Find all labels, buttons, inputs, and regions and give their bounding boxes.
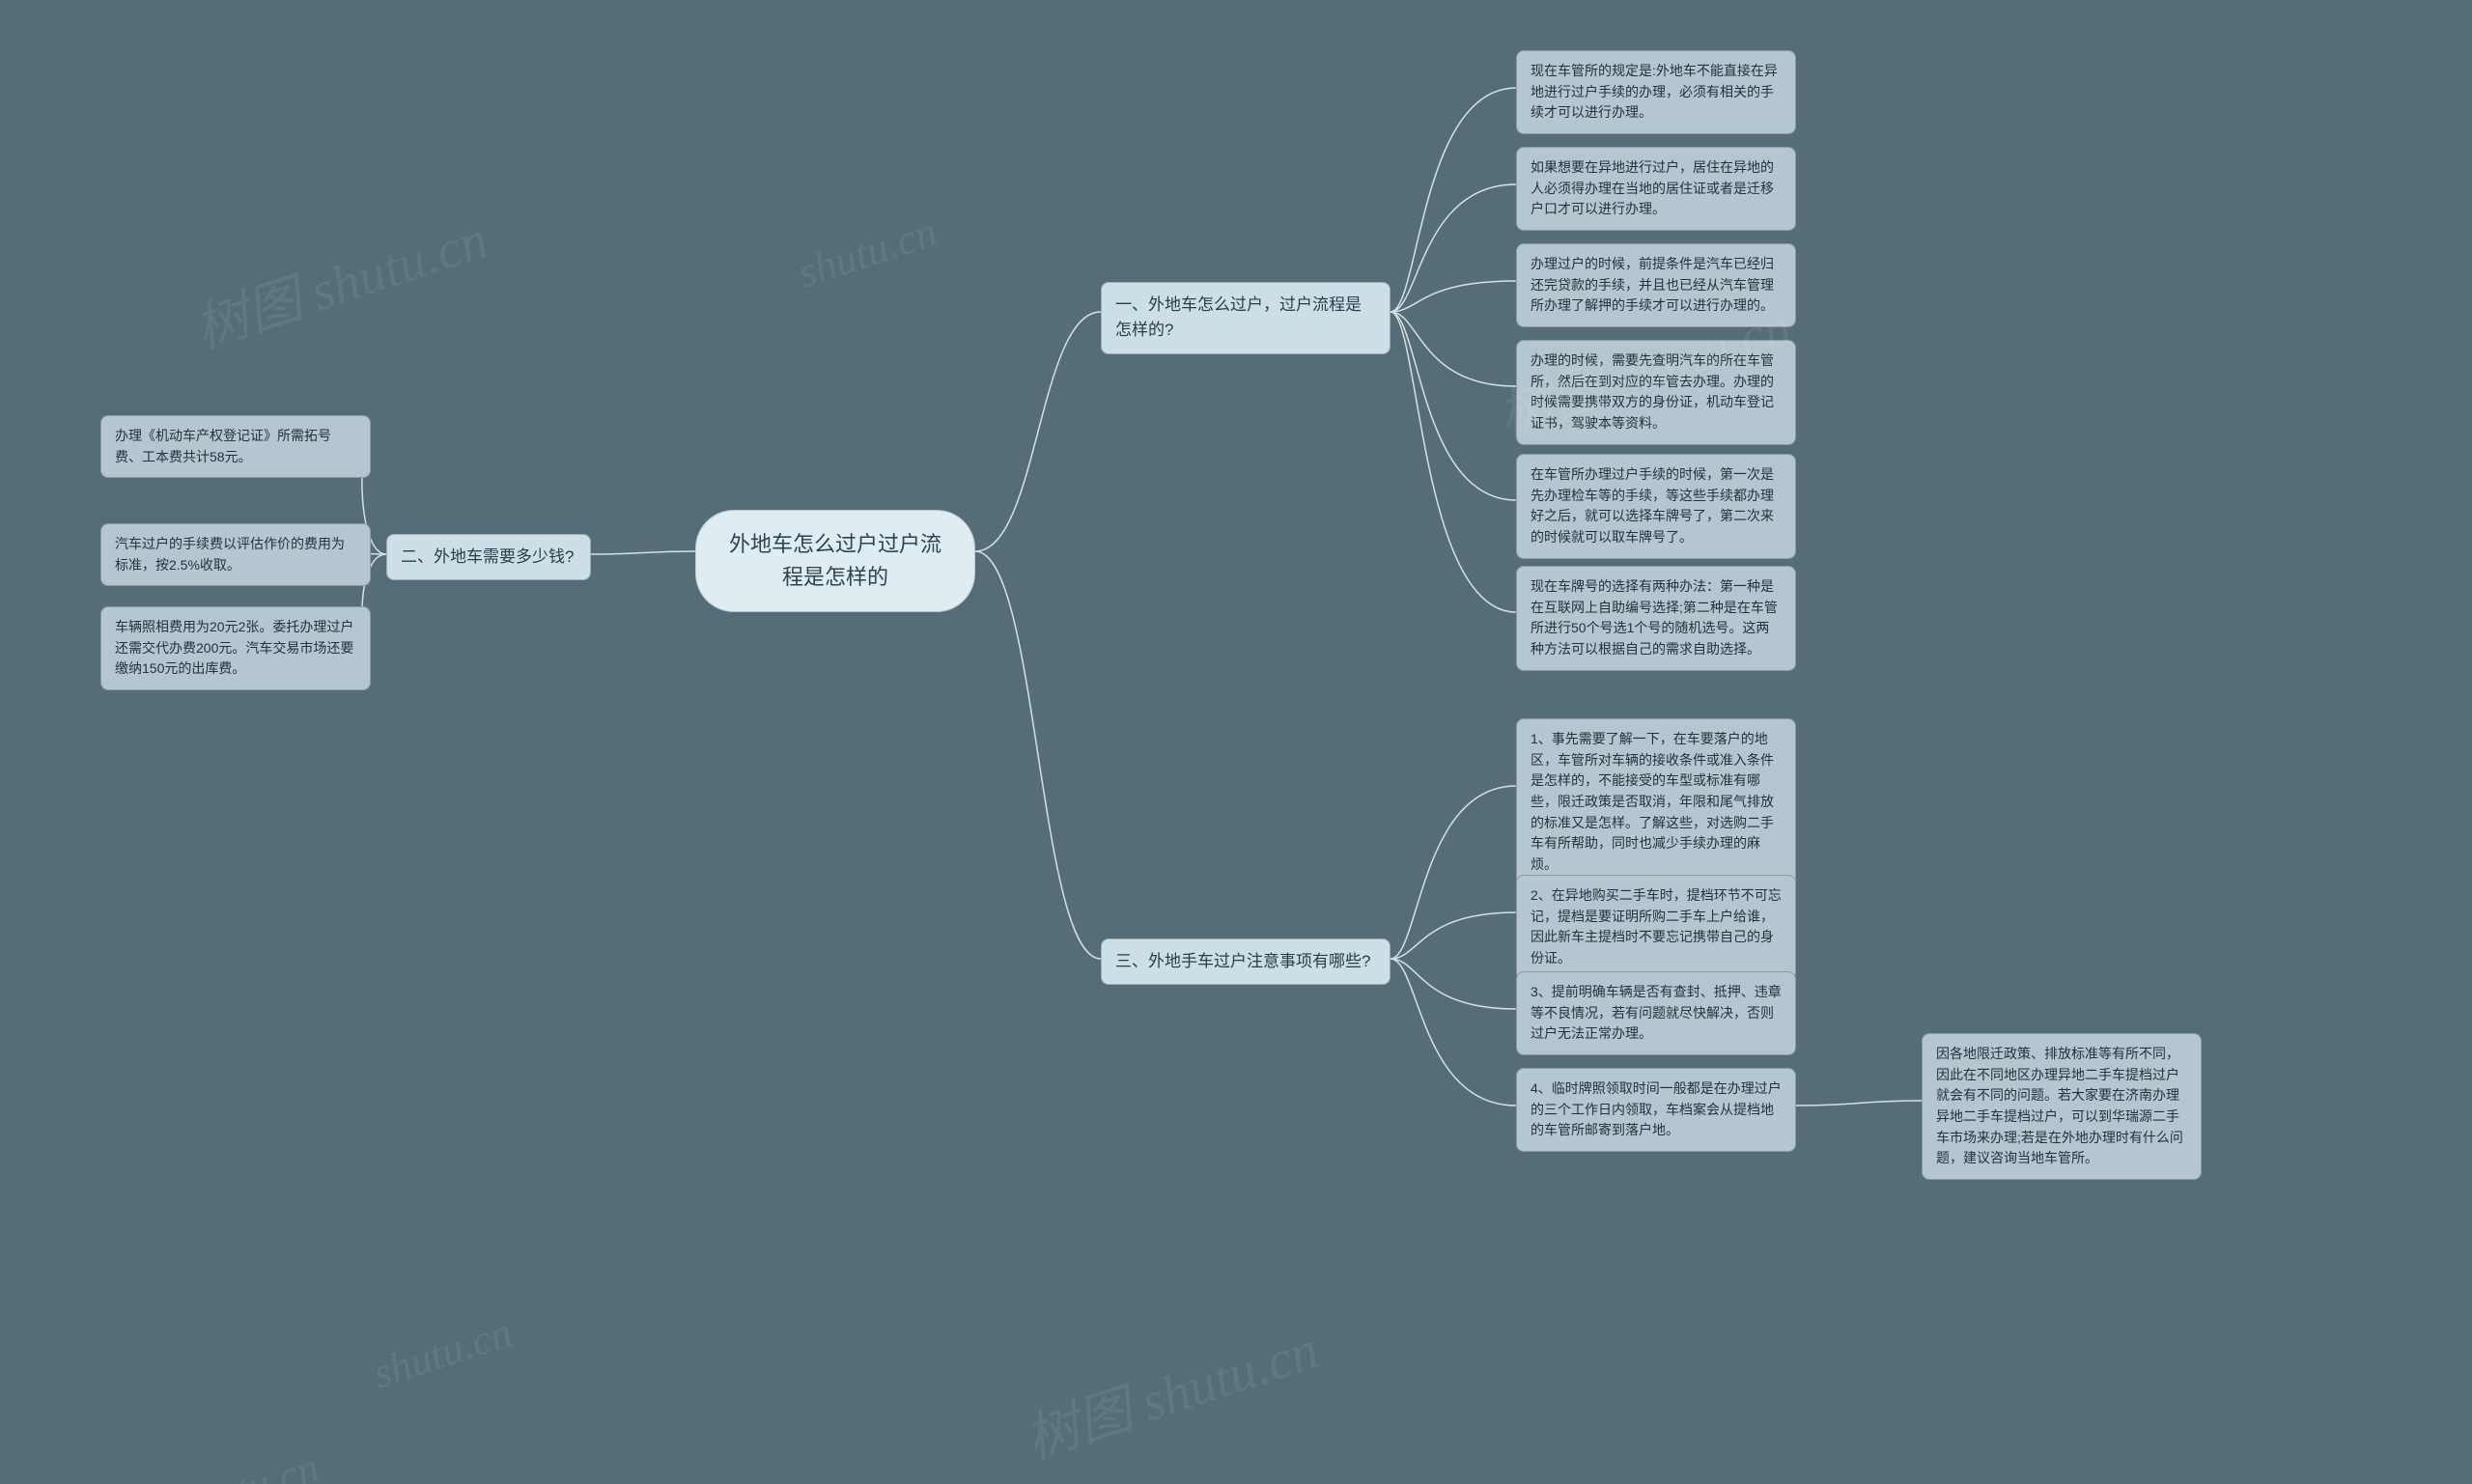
- mindmap-node: 办理的时候，需要先查明汽车的所在车管所，然后在到对应的车管去办理。办理的时候需要…: [1516, 340, 1796, 445]
- mindmap-node: 二、外地车需要多少钱?: [386, 534, 591, 580]
- watermark: 树图 shutu.cn: [1014, 1306, 1327, 1474]
- mindmap-node: 4、临时牌照领取时间一般都是在办理过户的三个工作日内领取，车档案会从提档地的车管…: [1516, 1068, 1796, 1152]
- watermark: shutu.cn: [174, 1442, 324, 1484]
- mindmap-node: 现在车牌号的选择有两种办法：第一种是在互联网上自助编号选择;第二种是在车管所进行…: [1516, 566, 1796, 671]
- mindmap-node: 2、在异地购买二手车时，提档环节不可忘记，提档是要证明所购二手车上户给谁，因此新…: [1516, 875, 1796, 980]
- mindmap-node: 现在车管所的规定是:外地车不能直接在异地进行过户手续的办理，必须有相关的手续才可…: [1516, 50, 1796, 134]
- watermark: shutu.cn: [367, 1307, 518, 1398]
- mindmap-node: 办理过户的时候，前提条件是汽车已经归还完贷款的手续，并且也已经从汽车管理所办理了…: [1516, 243, 1796, 327]
- mindmap-node: 三、外地手车过户注意事项有哪些?: [1101, 938, 1390, 985]
- mindmap-node: 3、提前明确车辆是否有查封、抵押、违章等不良情况，若有问题就尽快解决，否则过户无…: [1516, 971, 1796, 1055]
- watermark: 树图 shutu.cn: [183, 196, 496, 364]
- mindmap-node: 如果想要在异地进行过户，居住在异地的人必须得办理在当地的居住证或者是迁移户口才可…: [1516, 147, 1796, 231]
- mindmap-node: 因各地限迁政策、排放标准等有所不同，因此在不同地区办理异地二手车提档过户就会有不…: [1922, 1033, 2202, 1180]
- mindmap-node: 1、事先需要了解一下，在车要落户的地区，车管所对车辆的接收条件或准入条件是怎样的…: [1516, 718, 1796, 886]
- watermark: shutu.cn: [792, 207, 942, 297]
- mindmap-node: 外地车怎么过户过户流程是怎样的: [695, 510, 975, 612]
- mindmap-node: 汽车过户的手续费以评估作价的费用为标准，按2.5%收取。: [100, 523, 371, 586]
- mindmap-node: 办理《机动车产权登记证》所需拓号费、工本费共计58元。: [100, 415, 371, 478]
- mindmap-node: 一、外地车怎么过户，过户流程是怎样的?: [1101, 282, 1390, 354]
- mindmap-node: 车辆照相费用为20元2张。委托办理过户还需交代办费200元。汽车交易市场还要缴纳…: [100, 606, 371, 690]
- mindmap-canvas: 外地车怎么过户过户流程是怎样的 一、外地车怎么过户，过户流程是怎样的? 现在车管所的…: [0, 0, 2472, 1484]
- mindmap-node: 在车管所办理过户手续的时候，第一次是先办理检车等的手续，等这些手续都办理好之后，…: [1516, 454, 1796, 559]
